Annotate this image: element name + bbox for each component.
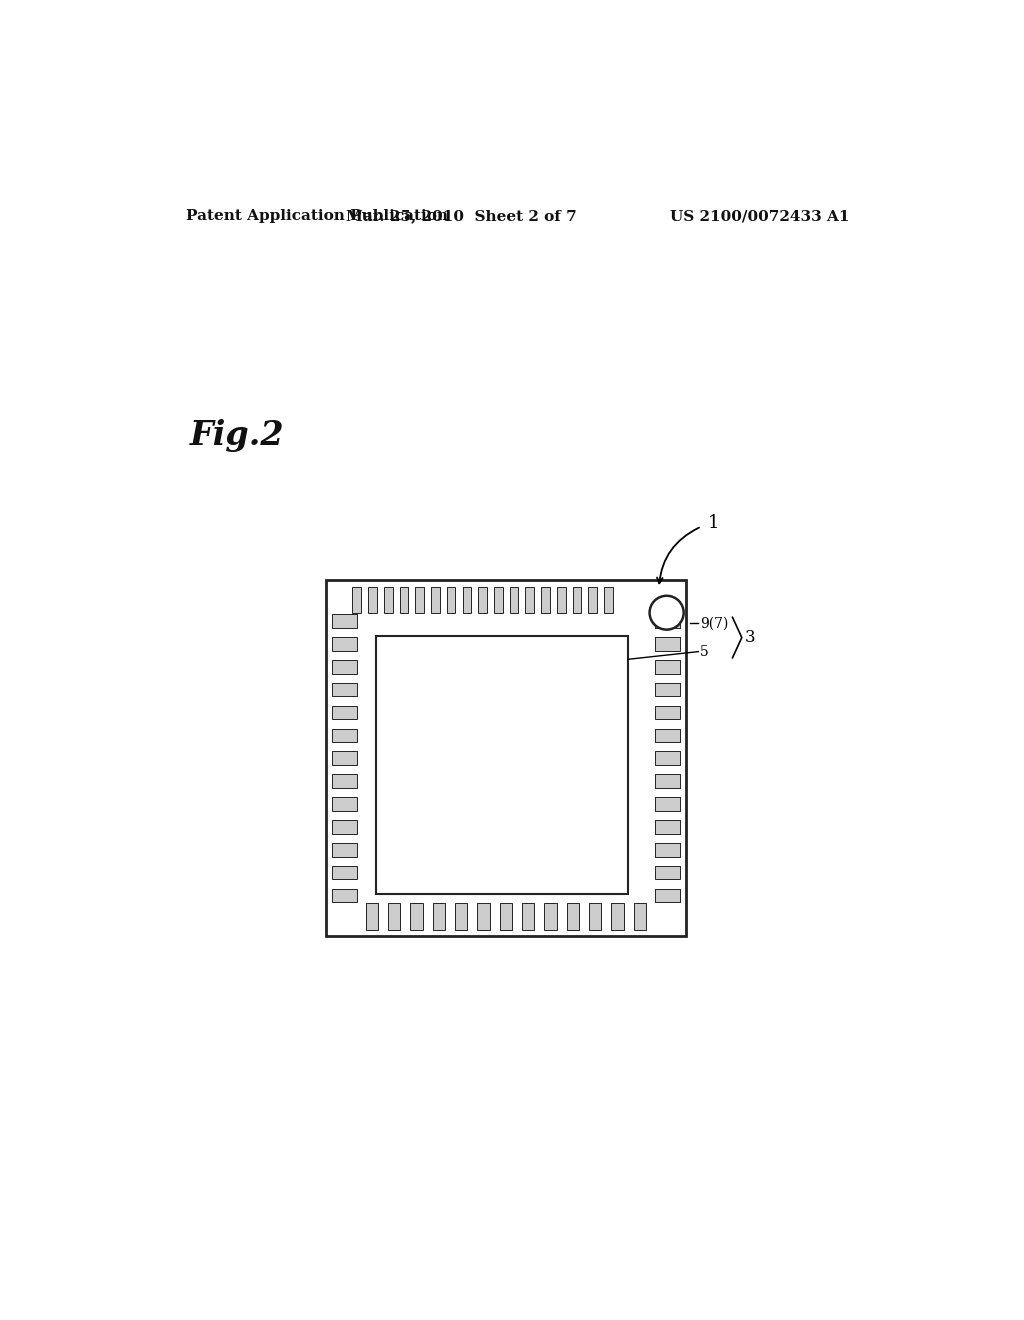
Bar — [655, 706, 680, 719]
Bar — [369, 586, 377, 614]
Bar — [655, 614, 680, 628]
Bar — [431, 586, 439, 614]
Bar — [366, 903, 378, 929]
Bar — [416, 586, 424, 614]
Bar — [411, 903, 423, 929]
Bar — [500, 903, 512, 929]
Bar — [477, 903, 489, 929]
Bar — [455, 903, 467, 929]
Bar — [352, 586, 361, 614]
Bar — [332, 682, 356, 697]
Bar — [463, 586, 471, 614]
Bar — [655, 797, 680, 810]
Bar — [589, 903, 601, 929]
Bar — [655, 751, 680, 766]
Bar — [332, 614, 356, 628]
Bar — [332, 660, 356, 673]
Bar — [432, 903, 444, 929]
Bar — [332, 775, 356, 788]
Bar — [478, 586, 486, 614]
Bar — [655, 820, 680, 834]
Bar — [332, 751, 356, 766]
Bar — [332, 797, 356, 810]
Text: 9(7): 9(7) — [700, 616, 728, 631]
Bar — [611, 903, 624, 929]
Bar — [510, 586, 518, 614]
Bar — [494, 586, 503, 614]
Bar — [655, 843, 680, 857]
Bar — [388, 903, 400, 929]
Text: Patent Application Publication: Patent Application Publication — [186, 209, 449, 223]
Bar — [376, 636, 628, 894]
Text: 3: 3 — [744, 630, 756, 645]
Bar — [332, 866, 356, 879]
Bar — [332, 888, 356, 903]
Bar — [634, 903, 646, 929]
Text: US 2100/0072433 A1: US 2100/0072433 A1 — [671, 209, 850, 223]
Bar — [545, 903, 557, 929]
Bar — [332, 843, 356, 857]
Bar — [604, 586, 612, 614]
Bar — [655, 729, 680, 742]
Text: 5: 5 — [700, 644, 709, 659]
Bar — [655, 660, 680, 673]
Bar — [557, 586, 565, 614]
Bar — [655, 775, 680, 788]
Text: Mar. 25, 2010  Sheet 2 of 7: Mar. 25, 2010 Sheet 2 of 7 — [346, 209, 577, 223]
Bar — [399, 586, 409, 614]
Bar — [332, 820, 356, 834]
Bar — [655, 682, 680, 697]
Bar — [525, 586, 535, 614]
Bar — [566, 903, 579, 929]
Bar — [589, 586, 597, 614]
Bar — [655, 638, 680, 651]
Bar — [655, 866, 680, 879]
Text: Fig.2: Fig.2 — [190, 420, 285, 453]
Bar — [332, 729, 356, 742]
Text: 1: 1 — [708, 513, 719, 532]
Bar — [326, 581, 686, 936]
Bar — [655, 888, 680, 903]
Bar — [572, 586, 582, 614]
Bar — [384, 586, 392, 614]
Circle shape — [649, 595, 684, 630]
Bar — [332, 706, 356, 719]
Bar — [541, 586, 550, 614]
Bar — [522, 903, 535, 929]
Bar — [332, 638, 356, 651]
Bar — [446, 586, 456, 614]
